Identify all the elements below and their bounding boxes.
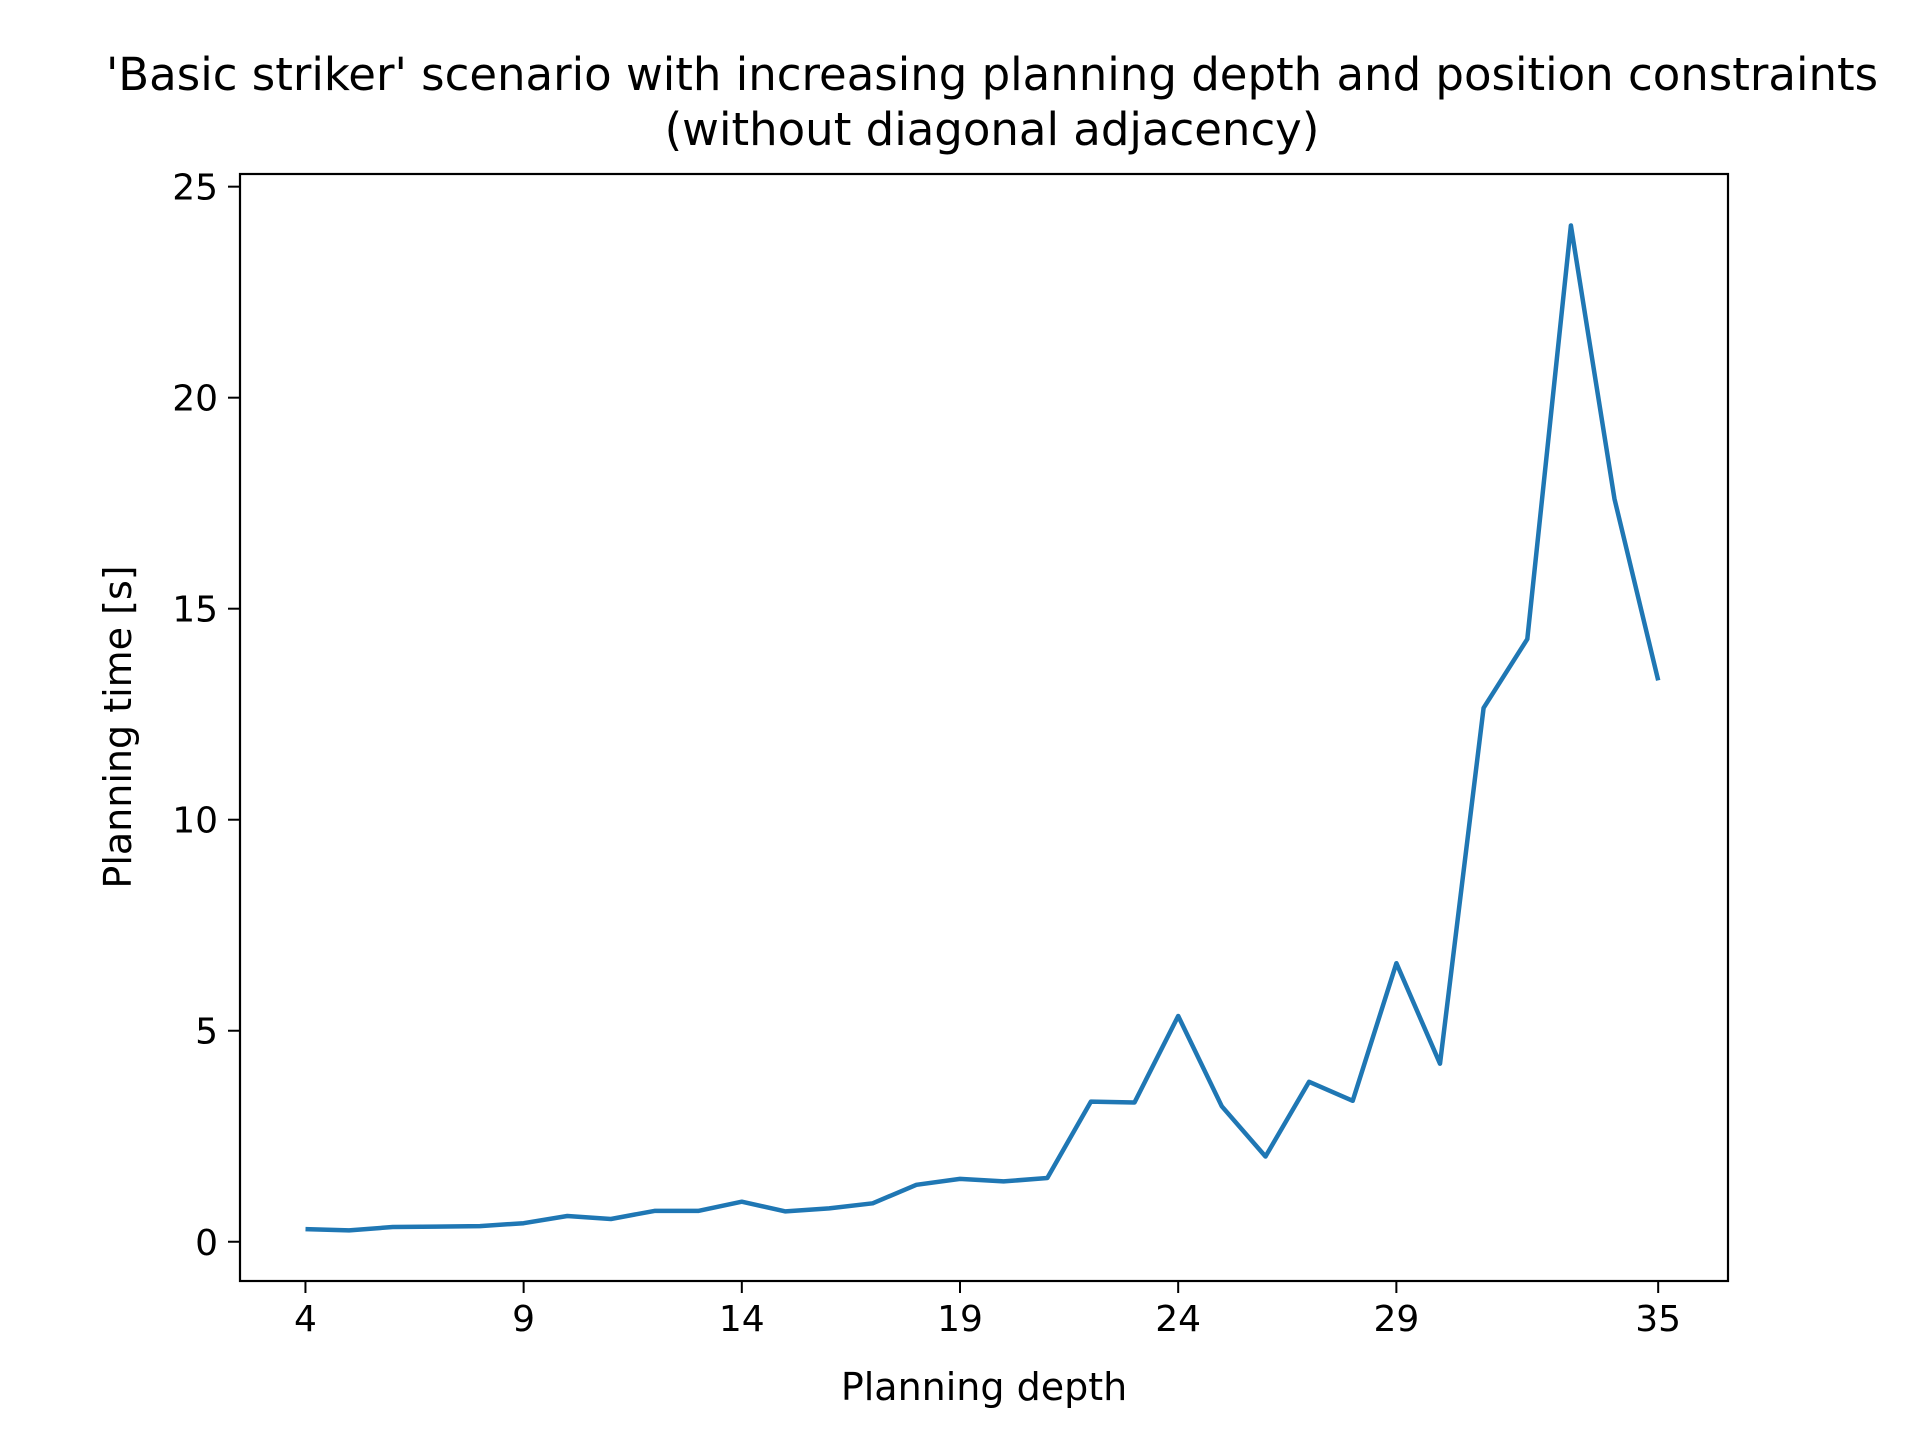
- x-tick-label: 14: [719, 1299, 765, 1340]
- x-axis-ticks: 4 9 14 19 24 29 35: [294, 1281, 1681, 1340]
- y-tick-label: 15: [172, 590, 218, 631]
- x-tick-label: 4: [294, 1299, 317, 1340]
- y-tick-label: 5: [195, 1012, 218, 1053]
- y-axis-label: Planning time [s]: [96, 565, 140, 888]
- y-tick-label: 25: [172, 168, 218, 209]
- chart-subtitle: (without diagonal adjacency): [665, 103, 1320, 156]
- x-tick-label: 9: [512, 1299, 535, 1340]
- series-layer: [305, 223, 1661, 1233]
- x-tick-label: 19: [937, 1299, 983, 1340]
- y-axis-ticks: 0 5 10 15 20 25: [172, 168, 240, 1264]
- y-tick-label: 0: [195, 1223, 218, 1264]
- y-tick-label: 10: [172, 801, 218, 842]
- x-tick-label: 35: [1635, 1299, 1681, 1340]
- x-tick-label: 24: [1155, 1299, 1201, 1340]
- plot-frame: [238, 172, 1730, 1283]
- chart-title: 'Basic striker' scenario with increasing…: [106, 48, 1878, 101]
- x-axis-label: Planning depth: [841, 1365, 1127, 1409]
- series-line: [305, 223, 1661, 1233]
- y-tick-label: 20: [172, 379, 218, 420]
- x-tick-label: 29: [1373, 1299, 1419, 1340]
